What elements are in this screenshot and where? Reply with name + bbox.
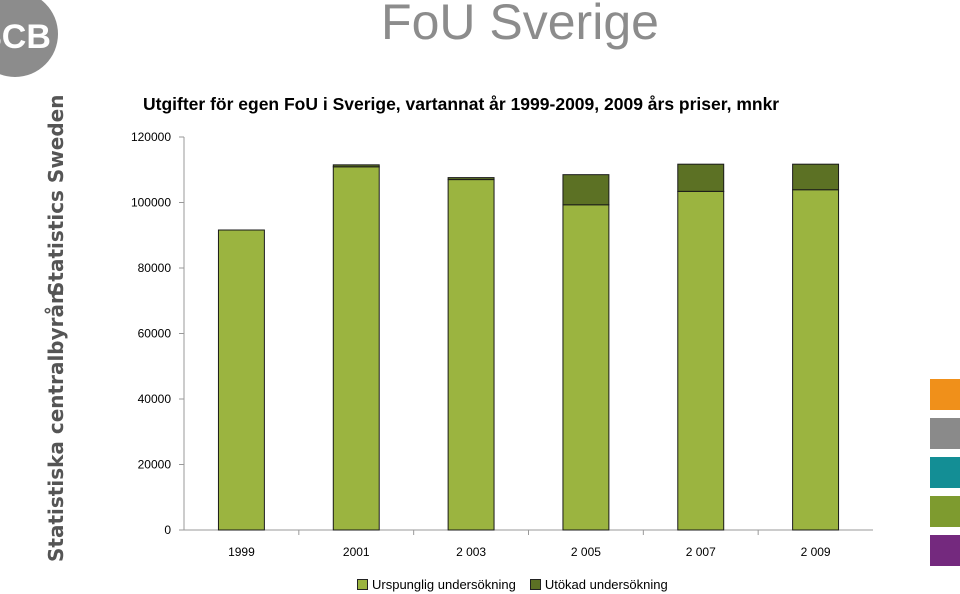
legend-swatch — [529, 579, 541, 590]
bar-urspunglig-4 — [677, 190, 725, 531]
x-tick-label: 2 003 — [456, 545, 486, 559]
x-tick-label: 1999 — [228, 545, 255, 559]
color-swatch — [930, 379, 960, 410]
x-tick-label: 2001 — [343, 545, 370, 559]
legend-swatch — [357, 579, 368, 590]
legend-item: Urspunglig undersökning — [357, 577, 516, 592]
color-swatch — [930, 457, 960, 488]
y-tick-label: 120000 — [131, 130, 171, 144]
chart-legend: Urspunglig undersökning Utökad undersökni… — [357, 577, 668, 592]
x-tick-label: 2 007 — [686, 545, 716, 559]
y-tick-label: 40000 — [138, 392, 172, 406]
y-tick-label: 80000 — [138, 261, 172, 275]
scb-logo: SCB — [0, 0, 58, 77]
bar-utokad-3 — [562, 174, 610, 206]
y-tick-label: 20000 — [138, 458, 172, 472]
legend-label: Urspunglig undersökning — [372, 577, 516, 592]
x-tick-label: 2 005 — [571, 545, 601, 559]
x-tick-label: 2 009 — [801, 545, 831, 559]
y-tick-label: 60000 — [138, 327, 172, 341]
scb-logo-text: SCB — [0, 18, 51, 56]
bar-utokad-1 — [332, 164, 380, 168]
chart-title: Utgifter för egen FoU i Sverige, vartann… — [143, 94, 780, 114]
bar-urspunglig-5 — [792, 189, 840, 531]
bar-urspunglig-0 — [217, 229, 265, 531]
color-swatch — [930, 535, 960, 566]
bar-utokad-4 — [677, 163, 725, 192]
y-tick-label: 100000 — [131, 196, 171, 210]
bar-utokad-2 — [447, 177, 495, 181]
y-tick-label: 0 — [164, 523, 171, 537]
bar-utokad-5 — [792, 163, 840, 191]
page-title: FoU Sverige — [381, 0, 659, 50]
legend-label: Utökad undersökning — [544, 577, 668, 592]
color-swatch — [930, 418, 960, 449]
bar-urspunglig-2 — [447, 179, 495, 531]
bar-urspunglig-1 — [332, 166, 380, 531]
color-swatch — [930, 496, 960, 527]
bar-urspunglig-3 — [562, 204, 610, 531]
legend-item: Utökad undersökning — [529, 577, 668, 592]
